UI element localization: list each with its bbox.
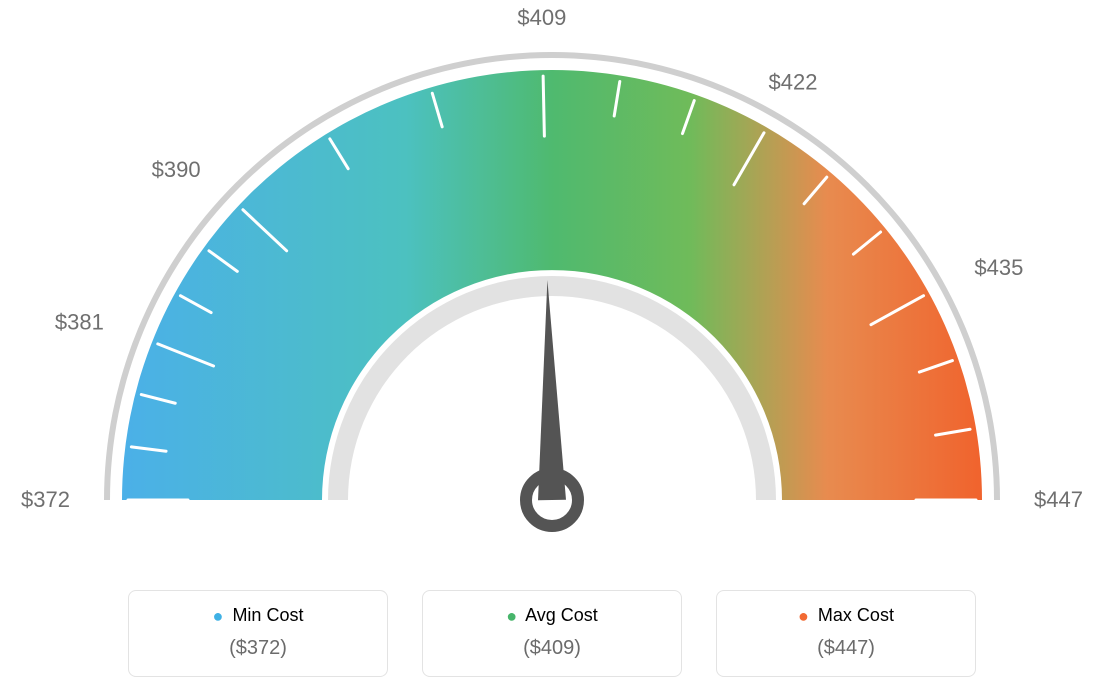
legend-value-min: ($372): [139, 637, 377, 660]
legend-label: Max Cost: [818, 605, 894, 625]
legend-title-min: ● Min Cost: [139, 605, 377, 627]
svg-text:$381: $381: [55, 310, 104, 335]
svg-text:$372: $372: [21, 487, 70, 512]
legend-value-max: ($447): [727, 637, 965, 660]
dot-icon: ●: [213, 606, 224, 626]
legend-title-avg: ● Avg Cost: [433, 605, 671, 627]
dot-icon: ●: [798, 606, 809, 626]
legend-card-max: ● Max Cost ($447): [716, 590, 976, 677]
legend-row: ● Min Cost ($372) ● Avg Cost ($409) ● Ma…: [0, 590, 1104, 677]
cost-gauge-chart: $372 $381 $390 $409 $422 $435 $447 ● Min Cost …: [0, 0, 1104, 690]
legend-title-max: ● Max Cost: [727, 605, 965, 627]
legend-value-avg: ($409): [433, 637, 671, 660]
svg-text:$390: $390: [152, 157, 201, 182]
dot-icon: ●: [506, 606, 517, 626]
legend-label: Min Cost: [232, 605, 303, 625]
legend-card-avg: ● Avg Cost ($409): [422, 590, 682, 677]
gauge: $372 $381 $390 $409 $422 $435 $447: [0, 0, 1104, 560]
svg-text:$447: $447: [1034, 487, 1083, 512]
legend-card-min: ● Min Cost ($372): [128, 590, 388, 677]
legend-label: Avg Cost: [525, 605, 598, 625]
svg-text:$435: $435: [974, 255, 1023, 280]
svg-text:$409: $409: [517, 5, 566, 30]
svg-text:$422: $422: [769, 70, 818, 95]
